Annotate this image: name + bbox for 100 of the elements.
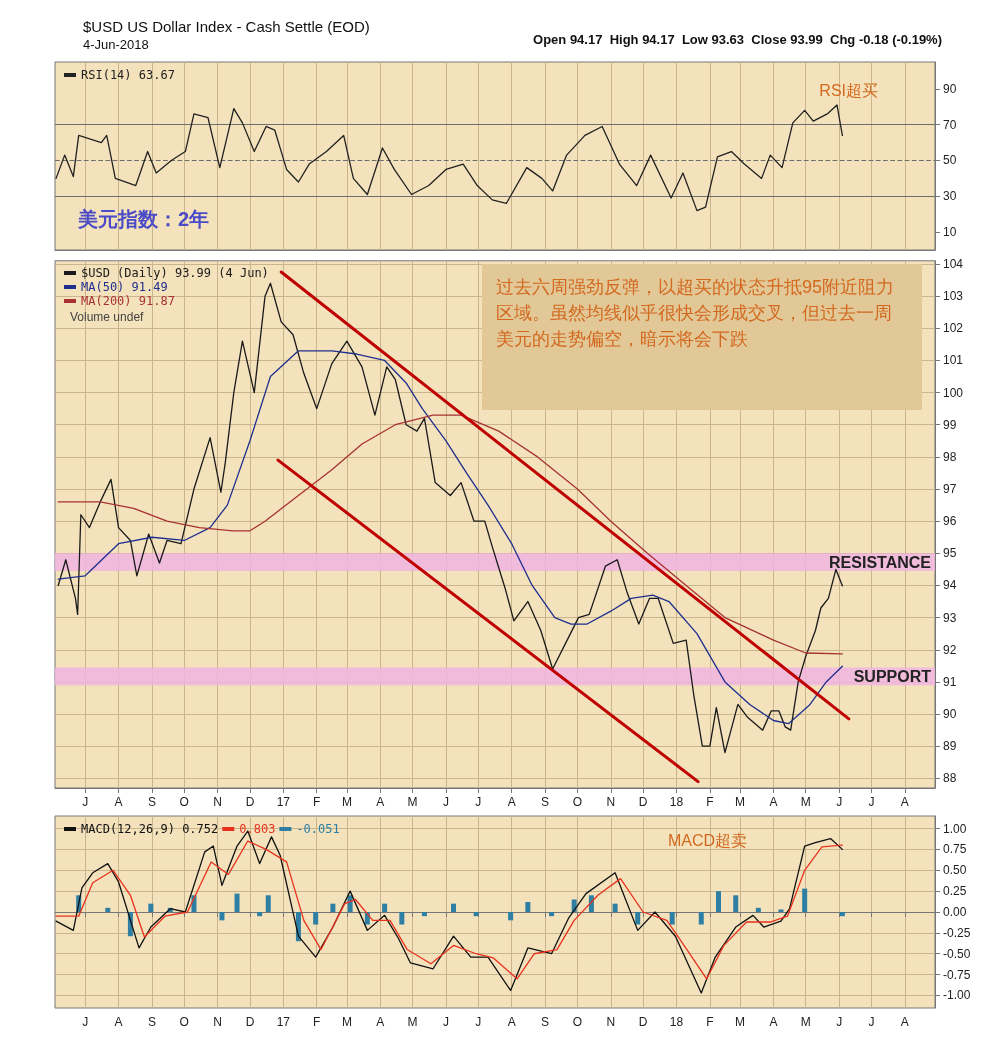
x-tick-label: 18 (669, 1015, 684, 1029)
x-tick-label: A (376, 795, 385, 809)
x-tick-label: J (836, 1015, 843, 1029)
y-tick-label: 104 (943, 257, 964, 271)
x-tick-label: A (507, 795, 516, 809)
x-tick-label: M (407, 1015, 418, 1029)
y-tick-label: 88 (943, 771, 957, 786)
x-tick-label: N (606, 795, 616, 809)
x-tick-label: J (475, 1015, 482, 1029)
legend-label: MACD(12,26,9) 0.752 (81, 822, 219, 836)
x-tick-label: A (769, 795, 778, 809)
y-tick-label: 98 (943, 449, 957, 464)
x-tick-label: J (82, 1015, 89, 1029)
x-tick-label: S (541, 1015, 550, 1029)
x-tick-label: A (114, 795, 123, 809)
x-tick-label: J (836, 795, 843, 809)
x-tick-label: S (541, 795, 550, 809)
x-tick-label: N (606, 1015, 616, 1029)
x-tick-label: F (706, 795, 714, 809)
legend-label: $USD (Daily) 93.99 (4 Jun) (81, 266, 269, 280)
y-tick-label: 96 (943, 514, 957, 529)
x-tick-label: M (735, 795, 746, 809)
x-tick-label: A (507, 1015, 516, 1029)
x-tick-label: M (735, 1015, 746, 1029)
y-tick-label: 99 (943, 417, 957, 432)
x-tick-label: D (638, 1015, 648, 1029)
y-tick-label: 102 (943, 321, 964, 336)
x-tick-label: A (900, 795, 909, 809)
x-tick-label: O (572, 795, 583, 809)
y-tick-label: 50 (943, 153, 957, 168)
annotation: Volume undef (70, 310, 145, 324)
x-tick-label: O (179, 795, 189, 809)
x-tick-label: M (407, 795, 418, 809)
y-tick-label: -0.75 (943, 967, 971, 982)
x-tick-label: J (475, 795, 482, 809)
y-tick-label: 92 (943, 642, 957, 657)
y-tick-label: -0.50 (943, 946, 971, 961)
x-tick-label: D (638, 795, 648, 809)
x-tick-label: M (800, 795, 811, 809)
x-tick-label: F (313, 1015, 321, 1029)
legend-label: -0.051 (296, 822, 340, 836)
x-tick-label: J (442, 795, 449, 809)
y-tick-label: 10 (943, 225, 957, 240)
legend-label: MA(200) 91.87 (81, 294, 175, 308)
y-tick-label: 101 (943, 353, 964, 368)
annotation: 过去六周强劲反弹，以超买的状态升抵95附近阻力区域。虽然均线似乎很快会形成交叉，但过去一周美元的走势偏空，暗示将会下跌 (496, 276, 896, 352)
text: Open 94.17 High 94.17 Low 93.63 Close 93.99 Chg -0.18 (-0.19%) (533, 32, 943, 48)
y-tick-label: -1.00 (943, 988, 971, 1003)
y-tick-label: 0.00 (943, 905, 967, 919)
x-tick-label: M (341, 795, 352, 809)
y-tick-label: 90 (943, 707, 957, 722)
y-tick-label: -0.25 (943, 925, 971, 940)
legend-label: 0.803 (239, 822, 276, 836)
x-tick-label: M (341, 1015, 352, 1029)
y-tick-label: 1.00 (943, 821, 967, 836)
y-tick-label: 100 (943, 385, 964, 400)
x-tick-label: A (900, 1015, 909, 1029)
y-tick-label: 91 (943, 674, 957, 689)
band-label: RESISTANCE (829, 553, 932, 571)
y-tick-label: 93 (943, 610, 957, 625)
x-tick-label: O (572, 1015, 583, 1029)
x-tick-label: S (147, 1015, 156, 1029)
x-tick-label: D (245, 1015, 255, 1029)
legend-label: MA(50) 91.49 (81, 280, 168, 294)
y-tick-label: 89 (943, 739, 957, 754)
x-tick-label: F (706, 1015, 714, 1029)
x-tick-label: M (800, 1015, 811, 1029)
x-tick-label: A (376, 1015, 385, 1029)
annotation: 美元指数：2年 (77, 208, 210, 230)
x-tick-label: 18 (669, 795, 684, 809)
y-tick-label: 0.75 (943, 842, 967, 857)
x-tick-label: O (179, 1015, 189, 1029)
annotation: RSI超买 (819, 81, 878, 99)
x-tick-label: J (82, 795, 89, 809)
x-tick-label: J (868, 795, 875, 809)
x-tick-label: J (442, 1015, 449, 1029)
band-label: SUPPORT (853, 667, 932, 685)
x-tick-label: A (769, 1015, 778, 1029)
y-tick-label: 30 (943, 189, 957, 204)
x-tick-label: A (114, 1015, 123, 1029)
y-tick-label: 103 (943, 289, 964, 304)
annotation: MACD超卖 (668, 831, 748, 849)
chart-title: $USD US Dollar Index - Cash Settle (EOD) (83, 18, 370, 35)
x-tick-label: 17 (276, 795, 291, 809)
x-tick-label: F (313, 795, 321, 809)
chart-subtitle: 4-Jun-2018 (83, 37, 149, 52)
y-tick-label: 0.25 (943, 884, 967, 899)
y-tick-label: 0.50 (943, 863, 967, 878)
y-tick-label: 70 (943, 117, 957, 132)
y-tick-label: 94 (943, 578, 957, 593)
x-tick-label: D (245, 795, 255, 809)
x-tick-label: N (213, 1015, 222, 1029)
x-tick-label: J (868, 1015, 875, 1029)
x-tick-label: N (213, 795, 222, 809)
y-tick-label: 97 (943, 482, 957, 497)
legend-label: RSI(14) 63.67 (81, 68, 175, 82)
x-tick-label: S (147, 795, 156, 809)
y-tick-label: 90 (943, 81, 957, 96)
y-tick-label: 95 (943, 546, 957, 561)
x-tick-label: 17 (276, 1015, 291, 1029)
